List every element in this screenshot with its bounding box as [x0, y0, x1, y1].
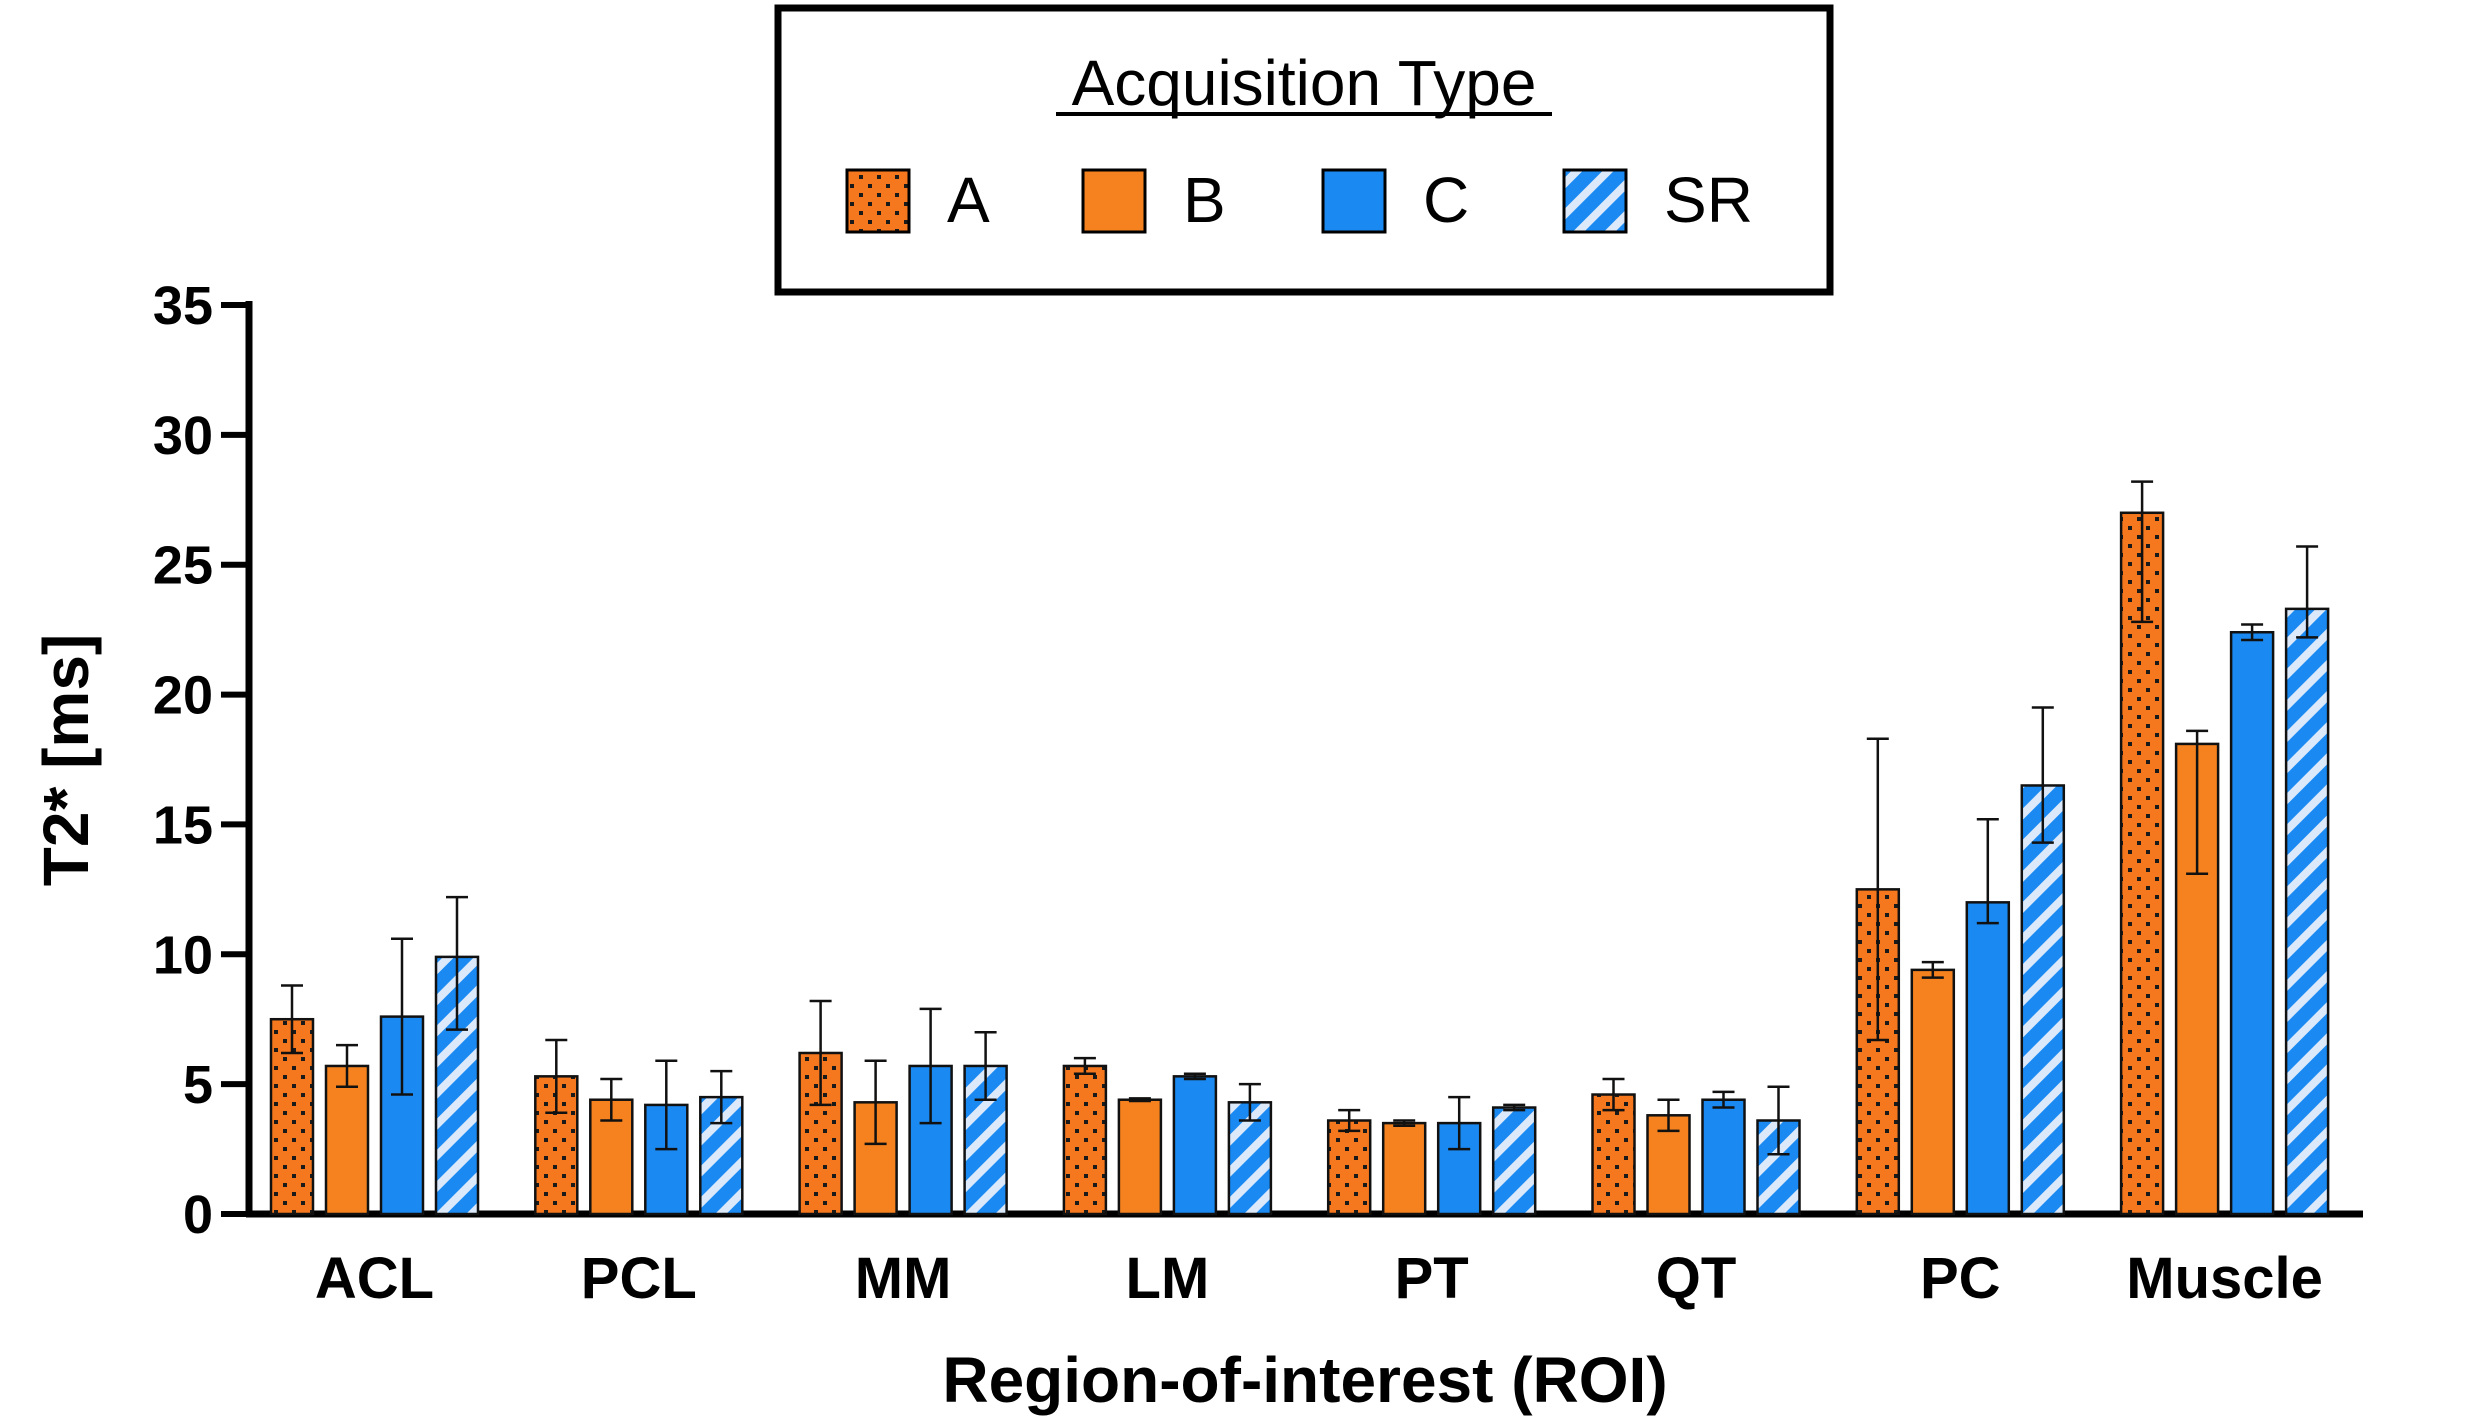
bar-lm-a: [1062, 1064, 1108, 1216]
x-tick-label-mm: MM: [855, 1246, 952, 1311]
bar-qt-a: [1591, 1093, 1636, 1216]
error-bar-muscle-sr: [2296, 545, 2319, 639]
error-bar-qt-b: [1657, 1098, 1680, 1133]
error-bar-lm-c: [1183, 1072, 1206, 1081]
y-axis-title: T2* [ms]: [30, 634, 102, 887]
legend-box: [774, 4, 1834, 296]
x-axis-title: Region-of-interest (ROI): [942, 1344, 1667, 1416]
y-tick-label: 25: [153, 536, 213, 596]
error-bar-pt-sr: [1503, 1103, 1526, 1112]
axes: 0 5 10 15 20 25 30 35: [153, 276, 2363, 1245]
bar-pt-b: [1381, 1121, 1427, 1216]
x-tick-label-qt: QT: [1656, 1246, 1737, 1311]
y-tick-label: 10: [153, 925, 213, 985]
error-bar-mm-c: [919, 1007, 942, 1125]
bar-qt-b: [1646, 1114, 1691, 1216]
legend: Acquisition Type A B C SR: [774, 4, 1834, 296]
legend-label-a: A: [947, 164, 990, 236]
x-tick-label-pcl: PCL: [581, 1246, 697, 1311]
error-bar-mm-sr: [974, 1030, 997, 1101]
error-bar-pcl-a: [545, 1038, 568, 1114]
bar-lm-b: [1117, 1098, 1163, 1216]
error-bar-muscle-a: [2131, 480, 2154, 624]
error-bar-pt-a: [1338, 1108, 1361, 1133]
x-tick-label-acl: ACL: [315, 1246, 434, 1311]
error-bar-qt-c: [1712, 1090, 1735, 1109]
bar-muscle-sr: [2284, 607, 2330, 1216]
legend-title: Acquisition Type: [1072, 47, 1537, 119]
y-tick-label: 15: [153, 795, 213, 855]
legend-label-b: B: [1183, 164, 1226, 236]
error-bar-pt-b: [1393, 1119, 1416, 1127]
legend-item-sr: SR: [1562, 164, 1753, 236]
error-bar-pcl-c: [655, 1059, 678, 1151]
legend-swatch-c: [1321, 168, 1387, 234]
legend-label-sr: SR: [1664, 164, 1753, 236]
legend-item-c: C: [1321, 164, 1469, 236]
bar-pc-b: [1910, 968, 1956, 1216]
bar-pt-a: [1326, 1119, 1372, 1216]
legend-label-c: C: [1423, 164, 1469, 236]
error-bar-pc-c: [1976, 817, 1999, 925]
error-bar-acl-b: [336, 1043, 358, 1088]
error-bar-mm-b: [864, 1059, 887, 1146]
x-tick-label-pc: PC: [1920, 1246, 2001, 1311]
bars: ACL PCL MM LM PT QT PC Muscle: [269, 511, 2330, 1311]
bar-lm-c: [1172, 1075, 1218, 1216]
error-bar-pc-sr: [2031, 706, 2054, 844]
error-bar-pc-b: [1921, 960, 1944, 979]
error-bar-pcl-b: [600, 1077, 623, 1122]
y-tick-label: 0: [183, 1185, 213, 1245]
legend-item-a: A: [845, 164, 990, 236]
y-tick-label: 30: [153, 406, 213, 466]
bar-acl-b: [324, 1064, 370, 1216]
error-bars: [281, 480, 2319, 1156]
x-tick-label-lm: LM: [1126, 1246, 1210, 1311]
error-bar-pt-c: [1448, 1095, 1471, 1151]
y-tick-label: 5: [183, 1055, 213, 1115]
error-bar-lm-sr: [1238, 1082, 1261, 1122]
bar-pc-sr: [2020, 784, 2066, 1216]
error-bar-muscle-c: [2241, 623, 2264, 642]
bar-muscle-c: [2229, 630, 2275, 1216]
y-tick-label: 35: [153, 276, 213, 336]
error-bar-acl-c: [391, 937, 413, 1096]
error-bar-acl-sr: [446, 895, 468, 1031]
error-bar-lm-b: [1128, 1097, 1151, 1103]
error-bar-mm-a: [809, 999, 832, 1107]
legend-swatch-a: [845, 168, 911, 234]
error-bar-pc-a: [1866, 737, 1889, 1042]
bar-qt-c: [1701, 1098, 1746, 1216]
error-bar-acl-a: [281, 984, 303, 1055]
error-bar-pcl-sr: [710, 1069, 733, 1125]
legend-swatch-b: [1081, 168, 1147, 234]
y-tick-label: 20: [153, 666, 213, 726]
bar-pc-c: [1965, 901, 2011, 1216]
error-bar-qt-a: [1602, 1077, 1625, 1112]
error-bar-qt-sr: [1767, 1085, 1790, 1156]
x-tick-label-pt: PT: [1395, 1246, 1469, 1311]
error-bar-muscle-b: [2186, 729, 2209, 876]
x-tick-label-muscle: Muscle: [2126, 1246, 2323, 1311]
legend-item-b: B: [1081, 164, 1226, 236]
bar-pt-sr: [1491, 1106, 1537, 1216]
error-bar-lm-a: [1073, 1056, 1096, 1076]
legend-swatch-sr: [1562, 168, 1628, 234]
